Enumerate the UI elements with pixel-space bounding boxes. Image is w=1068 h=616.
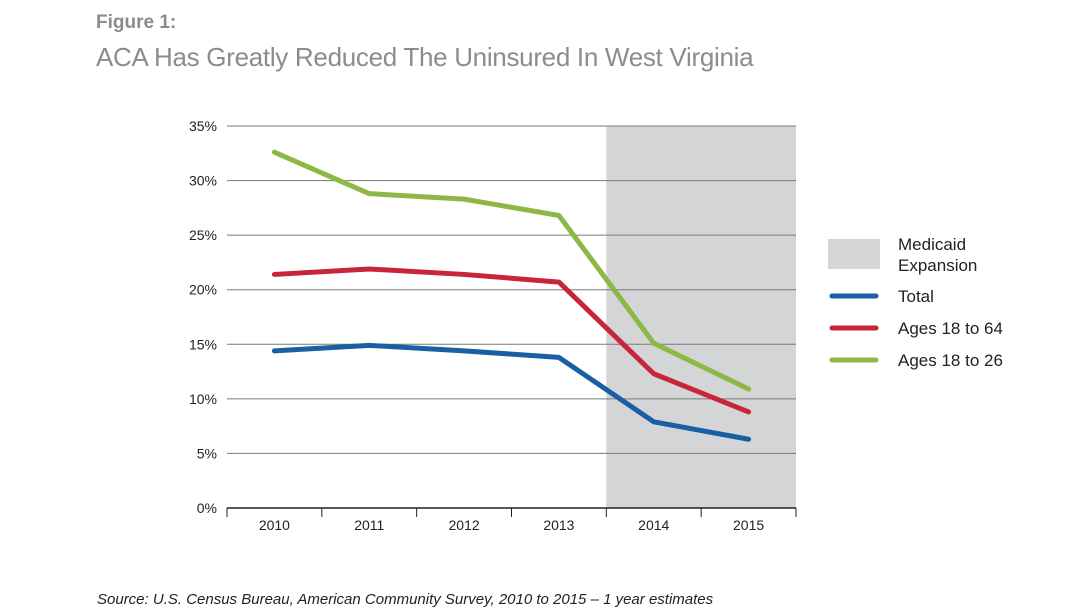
y-tick-label: 35% — [189, 118, 217, 134]
series-line-ages-18-to-64 — [271, 266, 752, 415]
legend-label-expansion: Expansion — [898, 256, 977, 275]
x-tick-label: 2011 — [354, 517, 384, 533]
y-tick-label: 5% — [197, 445, 217, 461]
y-tick-label: 25% — [189, 227, 217, 243]
series-layer — [271, 149, 752, 442]
y-tick-label: 10% — [189, 391, 217, 407]
figure-title: ACA Has Greatly Reduced The Uninsured In… — [96, 42, 754, 72]
legend: Medicaid Expansion Total Ages 18 to 64 Ages … — [828, 235, 1003, 370]
y-tick-label: 30% — [189, 173, 217, 189]
legend-label-ages-18-to-26: Ages 18 to 26 — [898, 351, 1003, 370]
x-tick-label: 2013 — [543, 517, 574, 533]
source-note: Source: U.S. Census Bureau, American Com… — [97, 591, 714, 608]
x-tick-label: 2014 — [638, 517, 669, 533]
figure-label: Figure 1: — [96, 12, 177, 33]
y-tick-label: 20% — [189, 282, 217, 298]
y-tick-label: 0% — [197, 500, 217, 516]
legend-label-total: Total — [898, 287, 934, 306]
medicaid-expansion-region — [606, 126, 796, 508]
y-axis: 0% 5% 10% 15% 20% 25% 30% 35% — [189, 118, 217, 516]
shade-layer — [606, 126, 796, 508]
legend-label-ages-18-to-64: Ages 18 to 64 — [898, 319, 1003, 338]
legend-swatch-medicaid-expansion — [828, 239, 880, 269]
series-line-total — [271, 342, 752, 442]
legend-label-medicaid: Medicaid — [898, 235, 966, 254]
x-tick-label: 2012 — [449, 517, 480, 533]
x-tick-label: 2015 — [733, 517, 764, 533]
x-axis: 2010 2011 2012 2013 2014 2015 — [226, 508, 797, 533]
series-line-ages-18-to-26 — [271, 149, 752, 392]
x-tick-label: 2010 — [259, 517, 290, 533]
y-tick-label: 15% — [189, 336, 217, 352]
